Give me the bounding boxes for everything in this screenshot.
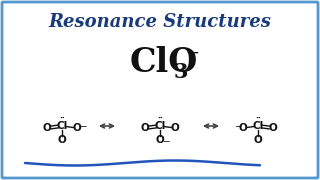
- Text: −: −: [185, 44, 199, 62]
- Text: O: O: [140, 123, 149, 133]
- Text: Cl: Cl: [56, 121, 68, 131]
- Text: Resonance Structures: Resonance Structures: [49, 13, 271, 31]
- Text: Cl: Cl: [154, 121, 166, 131]
- Text: O: O: [73, 123, 81, 133]
- FancyBboxPatch shape: [2, 2, 318, 178]
- Text: 3: 3: [174, 62, 188, 82]
- Text: O: O: [156, 135, 164, 145]
- Text: −: −: [79, 121, 86, 130]
- Text: O: O: [58, 135, 66, 145]
- Text: O: O: [171, 123, 180, 133]
- Text: −: −: [162, 136, 169, 145]
- Text: O: O: [239, 123, 247, 133]
- Text: ClO: ClO: [130, 46, 198, 78]
- Text: ··: ··: [255, 115, 261, 124]
- Text: O: O: [268, 123, 277, 133]
- Text: ··: ··: [59, 115, 65, 124]
- Text: Cl: Cl: [252, 121, 264, 131]
- Text: −: −: [234, 121, 241, 130]
- Text: O: O: [43, 123, 52, 133]
- Text: O: O: [254, 135, 262, 145]
- Text: ··: ··: [157, 115, 163, 124]
